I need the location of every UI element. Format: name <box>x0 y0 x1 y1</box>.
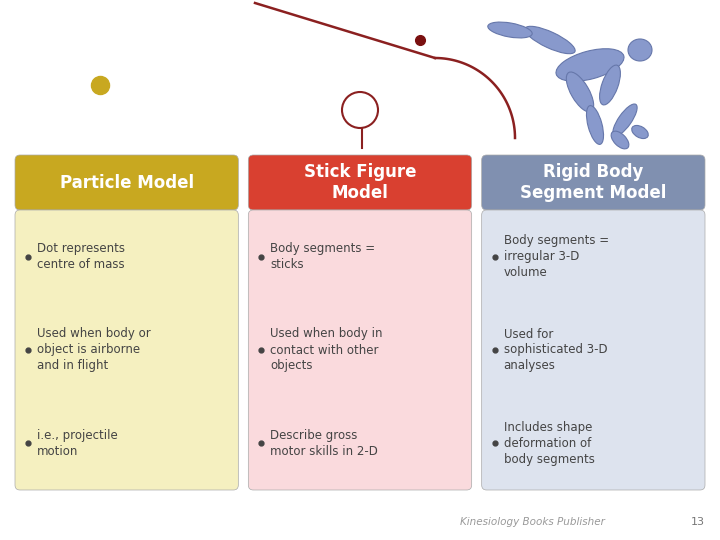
Text: Describe gross
motor skills in 2-D: Describe gross motor skills in 2-D <box>270 429 378 458</box>
Text: Kinesiology Books Publisher: Kinesiology Books Publisher <box>460 517 605 527</box>
Ellipse shape <box>488 22 532 38</box>
Text: Rigid Body
Segment Model: Rigid Body Segment Model <box>520 163 667 202</box>
Text: Used when body in
contact with other
objects: Used when body in contact with other obj… <box>270 327 383 373</box>
Text: i.e., projectile
motion: i.e., projectile motion <box>37 429 118 458</box>
Ellipse shape <box>525 26 575 53</box>
Text: Particle Model: Particle Model <box>60 173 194 192</box>
Ellipse shape <box>631 125 648 139</box>
Ellipse shape <box>587 106 603 144</box>
Text: Used when body or
object is airborne
and in flight: Used when body or object is airborne and… <box>37 327 150 373</box>
Text: Used for
sophisticated 3-D
analyses: Used for sophisticated 3-D analyses <box>504 327 607 373</box>
Text: Includes shape
deformation of
body segments: Includes shape deformation of body segme… <box>504 421 595 466</box>
FancyBboxPatch shape <box>482 155 705 210</box>
Ellipse shape <box>600 65 621 105</box>
Ellipse shape <box>567 72 594 112</box>
Ellipse shape <box>611 131 629 149</box>
Text: Stick Figure
Model: Stick Figure Model <box>304 163 416 202</box>
FancyBboxPatch shape <box>482 210 705 490</box>
Text: Body segments =
irregular 3-D
volume: Body segments = irregular 3-D volume <box>504 234 609 279</box>
Text: Dot represents
centre of mass: Dot represents centre of mass <box>37 242 125 271</box>
FancyBboxPatch shape <box>248 210 472 490</box>
FancyBboxPatch shape <box>15 210 238 490</box>
Text: 13: 13 <box>691 517 705 527</box>
Text: Body segments =
sticks: Body segments = sticks <box>270 242 375 271</box>
Ellipse shape <box>613 104 637 136</box>
FancyBboxPatch shape <box>15 155 238 210</box>
Ellipse shape <box>628 39 652 61</box>
Ellipse shape <box>556 49 624 82</box>
FancyBboxPatch shape <box>248 155 472 210</box>
